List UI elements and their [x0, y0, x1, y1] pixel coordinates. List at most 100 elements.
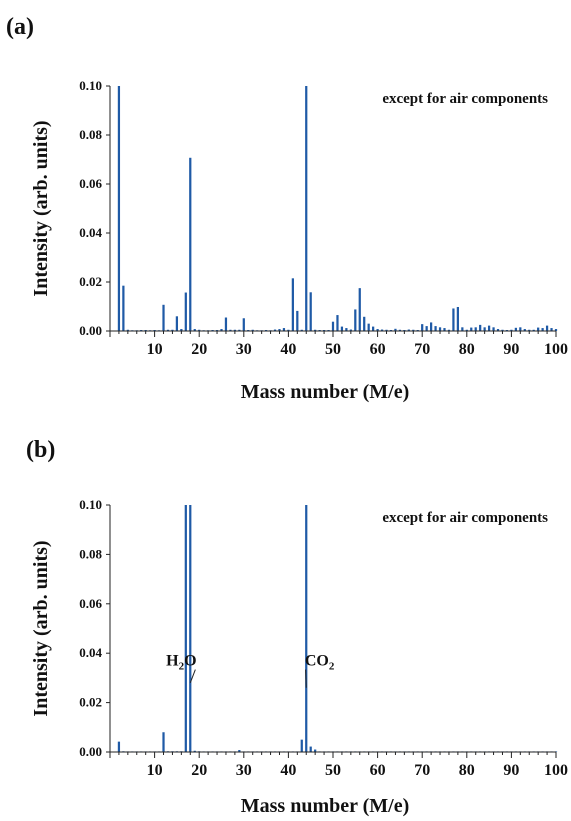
- bar-m95: [532, 329, 535, 331]
- y-tick-label: 0.10: [79, 497, 102, 512]
- bar-m93: [523, 329, 526, 331]
- bar-m2: [117, 741, 121, 752]
- y-tick-label: 0.08: [79, 127, 102, 142]
- x-tick-label: 50: [325, 341, 341, 358]
- x-tick-label: 60: [370, 762, 386, 779]
- bar-m25: [220, 329, 223, 331]
- bar-m29: [238, 750, 241, 752]
- y-tick-label: 0.00: [79, 744, 102, 759]
- x-tick-label: 20: [191, 341, 207, 358]
- bar-m45: [309, 292, 312, 331]
- x-tick-label: 30: [236, 341, 252, 358]
- bar-m75: [443, 328, 446, 331]
- bar-m3: [122, 285, 125, 331]
- x-axis-title: Mass number (M/e): [241, 795, 410, 817]
- bar-m38: [278, 329, 281, 331]
- bar-m32: [251, 329, 254, 331]
- bar-m81: [470, 327, 473, 331]
- label-leader-line: [305, 669, 307, 688]
- bar-m94: [528, 329, 531, 331]
- x-tick-label: 70: [414, 341, 430, 358]
- bar-m65: [398, 329, 402, 331]
- bar-m43: [300, 739, 303, 752]
- bar-m30: [242, 318, 245, 331]
- bar-m42: [296, 310, 299, 331]
- y-tick-label: 0.08: [79, 546, 102, 561]
- x-tick-label: 50: [325, 762, 341, 779]
- bar-m90: [510, 329, 513, 331]
- bar-m70: [421, 324, 424, 331]
- chart-panel-b: (b) 0.00 0.02 0.04 0.06 0.08 0.10 10 20 30 40 50 60 7…: [26, 437, 568, 817]
- x-tick-label: 90: [503, 762, 519, 779]
- bar-m55: [354, 309, 357, 331]
- bar-m39: [282, 328, 286, 331]
- bar-m74: [438, 327, 442, 331]
- bar-m86: [492, 327, 495, 331]
- bar-m28: [233, 329, 236, 331]
- peak-label: CO2: [305, 653, 335, 673]
- bar-m97: [541, 328, 544, 331]
- bar-m60: [376, 329, 379, 331]
- y-tick-label: 0.02: [79, 695, 102, 710]
- bar-m41: [291, 278, 294, 331]
- x-tick-label: 20: [191, 762, 207, 779]
- bar-m87: [496, 329, 500, 331]
- bar-m50: [331, 321, 335, 331]
- y-tick-label: 0.06: [79, 596, 102, 611]
- bar-m44: [305, 505, 308, 752]
- bar-m15: [175, 316, 179, 331]
- bar-m73: [434, 326, 437, 331]
- x-tick-label: 60: [370, 341, 386, 358]
- bar-m92: [519, 327, 522, 331]
- y-tick-label: 0.04: [79, 645, 102, 660]
- x-tick-label: 10: [147, 341, 163, 358]
- peak-label: H2O: [166, 653, 196, 673]
- bar-m88: [501, 329, 504, 331]
- bar-m91: [514, 327, 517, 331]
- x-tick-label: 40: [280, 341, 296, 358]
- bar-m56: [358, 288, 361, 332]
- bar-m44: [305, 86, 308, 331]
- bar-m4: [126, 329, 129, 331]
- bar-m79: [461, 327, 464, 331]
- bar-m43: [300, 329, 303, 331]
- bar-m27: [229, 329, 232, 331]
- bar-m96: [537, 327, 540, 331]
- x-tick-label: 100: [544, 762, 568, 779]
- bar-m29: [238, 329, 241, 331]
- panel-label: (b): [26, 437, 55, 463]
- y-axis-title: Intensity (arb. units): [30, 120, 52, 296]
- bar-m76: [447, 329, 451, 331]
- x-tick-label: 40: [280, 762, 296, 779]
- bar-m62: [385, 329, 388, 331]
- y-tick-label: 0.06: [79, 176, 102, 191]
- chart-panel-a: (a) 0.00 0.02 0.04 0.06 0.08 0.10 10 20 30 40 50 60 7…: [6, 14, 568, 403]
- x-tick-label: 100: [544, 341, 568, 358]
- bar-m51: [336, 315, 339, 331]
- bar-m54: [349, 329, 352, 331]
- bar-m12: [162, 304, 165, 331]
- panel-label: (a): [6, 14, 34, 40]
- bar-m46: [314, 329, 317, 331]
- bar-m77: [452, 308, 455, 331]
- bar-m52: [340, 326, 344, 331]
- bar-m19: [193, 750, 196, 752]
- bar-m53: [345, 328, 348, 331]
- y-tick-label: 0.00: [79, 323, 102, 338]
- bar-m82: [474, 327, 477, 331]
- bar-m80: [465, 329, 468, 331]
- y-tick-label: 0.10: [79, 78, 102, 93]
- x-tick-label: 80: [459, 341, 475, 358]
- bar-m83: [479, 324, 482, 332]
- bar-m61: [380, 329, 384, 331]
- bar-m100: [554, 329, 558, 331]
- bar-m17: [184, 292, 187, 331]
- bar-m46: [314, 749, 317, 752]
- bar-m84: [483, 327, 486, 331]
- bar-m13: [166, 329, 170, 331]
- x-tick-label: 80: [459, 762, 475, 779]
- bar-m2: [117, 86, 121, 331]
- label-leader-line: [189, 669, 196, 684]
